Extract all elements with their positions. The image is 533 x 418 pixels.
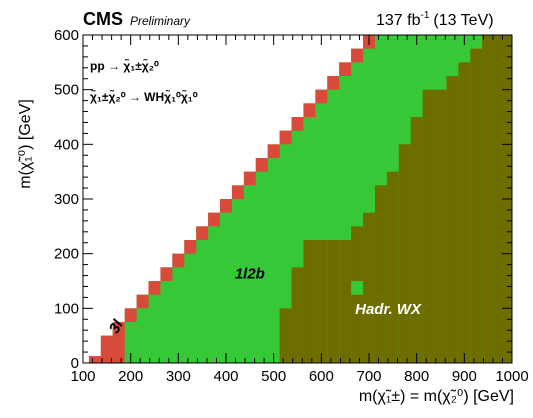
x-tick-label: 700 <box>356 368 381 385</box>
region-3l-bin-13 <box>231 185 244 199</box>
region-3l-bin-9 <box>184 240 197 254</box>
x-tick-label: 500 <box>261 368 286 385</box>
x-tick-label: 200 <box>118 368 143 385</box>
region-3l-bin-22 <box>339 62 352 76</box>
region-hadr-wx-bin-14 <box>446 76 459 363</box>
axis-tick-labels: 100 200 300 400 500 600 700 800 900 1000010020030… <box>54 27 529 385</box>
region-hadr-wx-bin-10 <box>398 144 411 363</box>
region-hadr-wx-bin-15 <box>458 62 471 363</box>
lumi-exponent: -1 <box>420 10 429 21</box>
energy-label: (13 TeV) <box>433 12 493 29</box>
region-3l-bin-20 <box>315 89 328 104</box>
preliminary-label: Preliminary <box>130 14 191 28</box>
y-tick-label: 600 <box>54 27 79 44</box>
region-3l-bin-12 <box>220 199 232 213</box>
cms-label: CMS <box>83 9 123 29</box>
region-3l-bin-21 <box>327 76 340 90</box>
region-hadr-wx-bin-16 <box>470 48 483 364</box>
y-axis-title: m(χ̃₁⁰) [GeV] <box>17 99 34 189</box>
region-3l-bin-19 <box>303 103 316 117</box>
region-wx-hole <box>351 281 364 295</box>
x-tick-label: 300 <box>166 368 191 385</box>
region-3l-bin-18 <box>291 117 304 131</box>
x-tick-label: 600 <box>309 368 334 385</box>
region-hadr-wx-bin-5 <box>339 240 352 363</box>
region-hadr-wx-bin-4 <box>327 240 340 363</box>
region-hadr-wx-bin-9 <box>386 171 399 363</box>
region-3l-bin-3 <box>112 322 125 336</box>
region-hadr-wx-bin-12 <box>422 89 435 364</box>
region-hadr-wx-bin-2 <box>303 240 316 363</box>
y-tick-label: 0 <box>71 355 79 372</box>
process-line-decay: χ̃₁±χ̃₂⁰ → WHχ̃₁⁰χ̃₁⁰ <box>90 89 198 104</box>
y-tick-label: 200 <box>54 246 79 263</box>
region-label-hadr-wx: Hadr. WX <box>355 301 422 318</box>
region-3l-corner-1 <box>100 342 113 363</box>
region-3l-bin-5 <box>136 294 149 309</box>
x-tick-label: 1000 <box>495 368 528 385</box>
region-3l-bin-23 <box>351 48 364 63</box>
region-hadr-wx-bin-8 <box>374 185 387 363</box>
y-tick-label: 300 <box>54 191 79 208</box>
region-3l-bin-16 <box>267 144 280 158</box>
axis-ticks <box>82 34 513 364</box>
y-tick-label: 100 <box>54 300 79 317</box>
region-3l-bin-14 <box>243 171 256 186</box>
cms-header: CMS Preliminary 137 fb-1 (13 TeV) <box>83 9 494 29</box>
region-hadr-wx-bin-0 <box>279 308 292 363</box>
region-hadr-wx-bin-17 <box>482 35 495 363</box>
y-tick-label: 500 <box>54 82 79 99</box>
region-3l-bin-17 <box>279 130 292 145</box>
region-3l-corner-2 <box>112 328 125 363</box>
region-3l-bin-11 <box>208 212 221 227</box>
region-3l-bin-7 <box>160 267 173 281</box>
process-line-production: pp → χ̃₁±χ̃₂⁰ <box>90 58 159 73</box>
x-tick-label: 400 <box>213 368 238 385</box>
plot-area <box>88 35 512 370</box>
region-3l-bin-8 <box>172 253 185 268</box>
region-label-1l2b: 1l2b <box>235 265 265 282</box>
region-3l-corner-0 <box>88 356 101 363</box>
region-hadr-wx-bin-1 <box>291 267 304 363</box>
region-hadr-wx-bin-7 <box>363 212 375 363</box>
region-hadr-wx-bin-3 <box>315 240 328 363</box>
region-3l-bin-6 <box>148 281 161 295</box>
region-3l-bin-4 <box>124 308 137 322</box>
region-3l-bin-15 <box>255 158 268 172</box>
region-3l-bin-10 <box>196 226 209 240</box>
region-hadr-wx-bin-13 <box>434 89 447 364</box>
x-tick-label: 100 <box>70 368 95 385</box>
y-tick-label: 400 <box>54 136 79 153</box>
x-tick-label: 900 <box>452 368 477 385</box>
x-axis-title: m(χ̃₁±) = m(χ̃₂⁰) [GeV] <box>359 388 514 405</box>
lumi-value: 137 fb <box>376 12 421 29</box>
luminosity-label: 137 fb-1 (13 TeV) <box>376 10 494 29</box>
process-description: pp → χ̃₁±χ̃₂⁰ χ̃₁±χ̃₂⁰ → WHχ̃₁⁰χ̃₁⁰ <box>90 58 198 104</box>
x-tick-label: 800 <box>404 368 429 385</box>
region-hadr-wx-bin-11 <box>410 117 423 363</box>
